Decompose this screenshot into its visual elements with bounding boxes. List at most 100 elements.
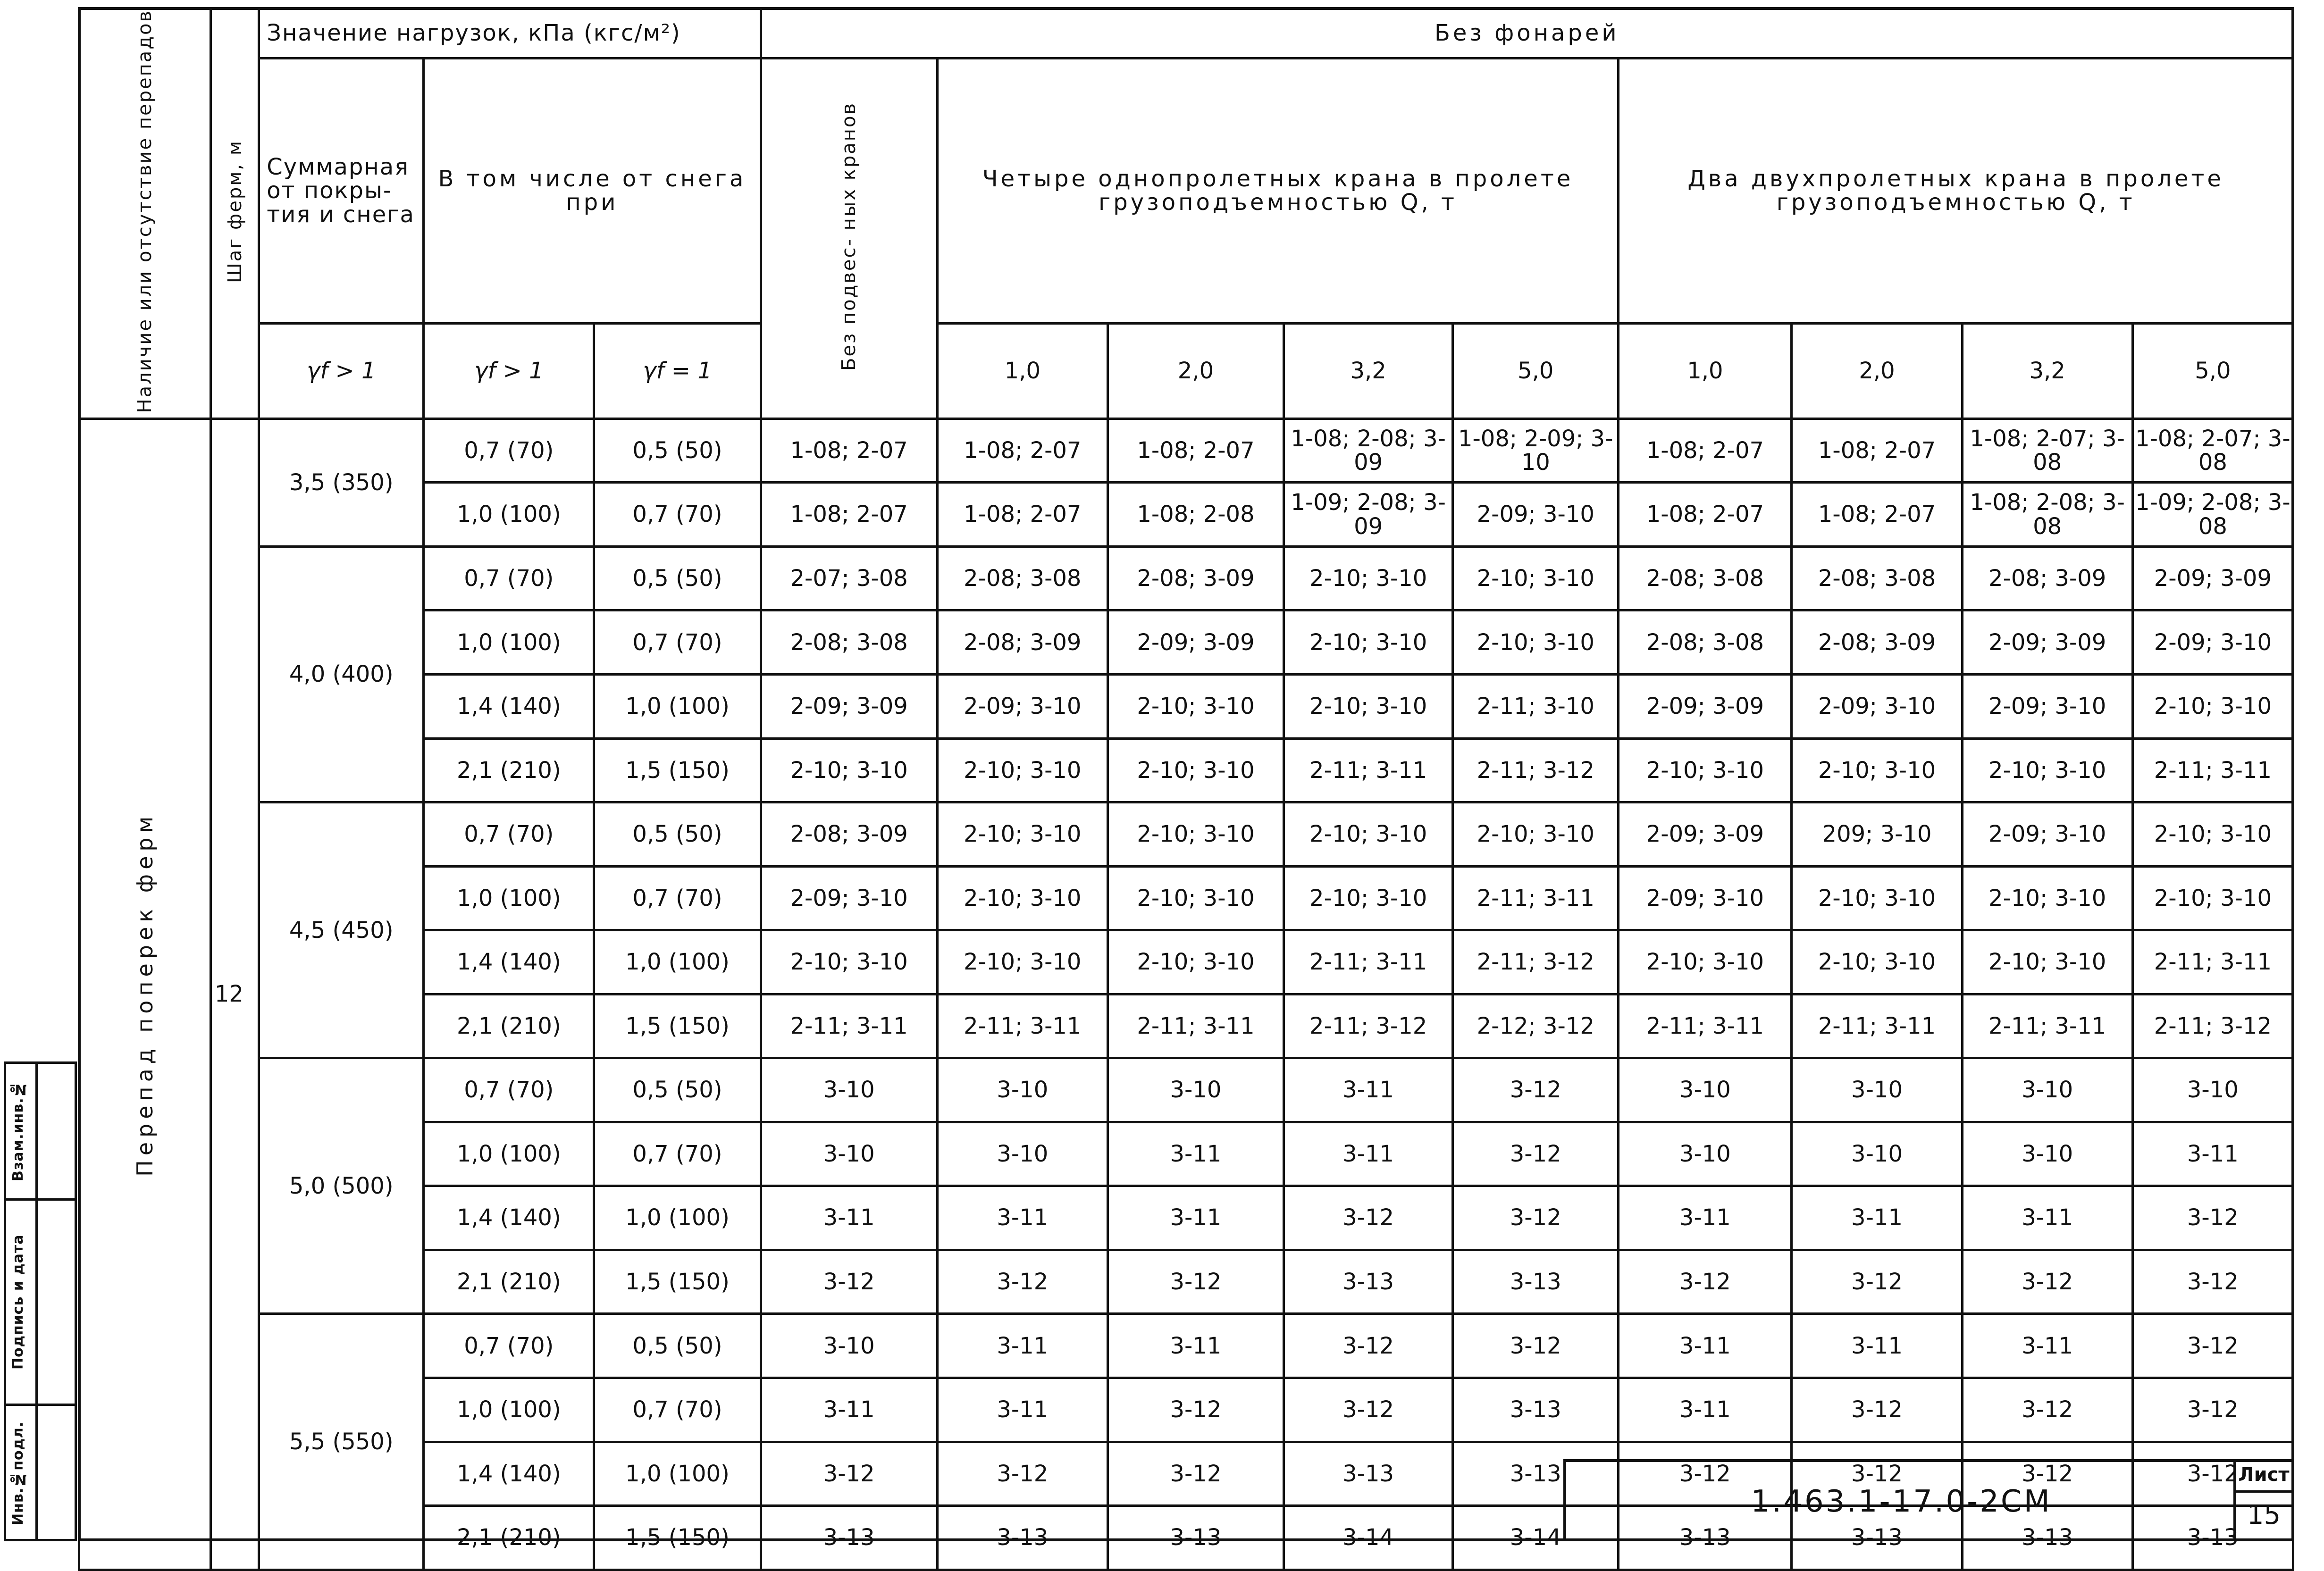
truss-mark-cell: 3-12 [1106, 1377, 1285, 1443]
table-row: 5,5 (550) 0,7 (70) 0,5 (50) 3-10 3-11 3-11 3-1… [79, 1312, 2295, 1571]
table-row: 1,4 (140) 1,0 (100) 2-10; 3-10 2-10; 3-10 2-… [79, 929, 2295, 995]
truss-mark-cell: 2-11; 3-11 [1283, 929, 1454, 995]
truss-mark-cell: 3-11 [1790, 1185, 1963, 1251]
table-row: 4,5 (450) 0,7 (70) 0,5 (50) 2-08; 3-09 2-10;… [79, 801, 2295, 1060]
header-gamma-snow-eq: γf = 1 [593, 322, 762, 420]
capacity-two-3: 5,0 [2131, 322, 2295, 420]
truss-mark-cell: 2-11; 3-12 [2131, 993, 2295, 1060]
drawing-code: 1.463.1-17.0-2СМ [1751, 1484, 2052, 1519]
truss-mark-cell: 1-09; 2-08; 3-08 [2131, 481, 2295, 548]
snow-load-eq: 0,5 (50) [593, 545, 762, 612]
truss-mark-cell: 3-14 [1283, 1504, 1454, 1571]
truss-mark-cell: 2-12; 3-12 [1451, 993, 1620, 1060]
snow-load-eq: 0,5 (50) [593, 417, 762, 484]
sheet-box: Лист 15 [2233, 1462, 2291, 1541]
truss-mark-cell: 2-09; 3-10 [1617, 865, 1793, 932]
truss-mark-cell: 3-12 [2131, 1312, 2295, 1379]
table-row: 4,0 (400) 0,7 (70) 0,5 (50) 2-07; 3-08 2-08;… [79, 545, 2295, 804]
truss-mark-cell: 3-11 [936, 1312, 1109, 1379]
snow-load-gt: 1,0 (100) [422, 1377, 596, 1443]
capacity-four-3: 5,0 [1451, 322, 1620, 420]
truss-mark-cell: 3-12 [1961, 1248, 2134, 1315]
truss-mark-cell: 3-13 [1106, 1504, 1285, 1571]
truss-mark-cell: 3-10 [1617, 1057, 1793, 1123]
total-load: 5,0 (500) [258, 1057, 425, 1315]
truss-mark-cell: 3-11 [2131, 1120, 2295, 1187]
truss-mark-cell: 2-11; 3-11 [1283, 737, 1454, 804]
truss-mark-cell: 3-13 [759, 1504, 939, 1571]
truss-mark-cell: 3-12 [1283, 1312, 1454, 1379]
truss-mark-cell: 3-12 [1451, 1185, 1620, 1251]
truss-mark-cell: 2-10; 3-10 [936, 801, 1109, 868]
header-gamma-total: γf > 1 [258, 322, 425, 420]
truss-mark-cell: 2-09; 3-10 [759, 865, 939, 932]
truss-mark-cell: 2-11; 3-11 [759, 993, 939, 1060]
truss-mark-cell: 3-12 [1283, 1185, 1454, 1251]
truss-mark-cell: 3-11 [1283, 1120, 1454, 1187]
snow-load-gt: 0,7 (70) [422, 1312, 596, 1379]
snow-load-eq: 0,7 (70) [593, 481, 762, 548]
sheet-label: Лист [2238, 1464, 2290, 1486]
truss-mark-cell: 2-10; 3-10 [936, 865, 1109, 932]
truss-mark-cell: 1-08; 2-08; 3-09 [1283, 417, 1454, 484]
snow-load-gt: 2,1 (210) [422, 1248, 596, 1315]
truss-mark-cell: 3-12 [1106, 1440, 1285, 1507]
truss-mark-cell: 3-12 [1617, 1248, 1793, 1315]
truss-mark-cell: 2-08; 3-08 [759, 609, 939, 676]
truss-mark-cell: 2-10; 3-10 [2131, 801, 2295, 868]
truss-mark-cell: 2-10; 3-10 [1283, 673, 1454, 740]
truss-mark-cell: 1-08; 2-07 [1617, 417, 1793, 484]
truss-mark-cell: 2-08; 3-09 [1961, 545, 2134, 612]
side-stamp-inv-podl: Инв.№подл. [10, 1421, 26, 1525]
snow-load-gt: 1,4 (140) [422, 673, 596, 740]
truss-mark-cell: 3-11 [1106, 1120, 1285, 1187]
truss-mark-cell: 2-10; 3-10 [1106, 737, 1285, 804]
snow-load-gt: 0,7 (70) [422, 417, 596, 484]
truss-mark-cell: 2-08; 3-09 [759, 801, 939, 868]
truss-mark-cell: 2-10; 3-10 [1961, 929, 2134, 995]
truss-mark-cell: 3-11 [1961, 1312, 2134, 1379]
header-step: Шаг ферм, м [209, 7, 260, 420]
snow-load-gt: 1,0 (100) [422, 865, 596, 932]
truss-mark-cell: 2-10; 3-10 [1283, 865, 1454, 932]
truss-mark-cell: 3-13 [1451, 1377, 1620, 1443]
table-row: 2,1 (210) 1,5 (150) 2-10; 3-10 2-10; 3-10 2-… [79, 737, 2295, 804]
truss-mark-cell: 1-08; 2-07 [1790, 417, 1963, 484]
truss-mark-cell: 3-12 [1961, 1377, 2134, 1443]
truss-mark-cell: 2-09; 3-10 [1790, 673, 1963, 740]
capacity-four-0: 1,0 [936, 322, 1109, 420]
truss-mark-cell: 1-08; 2-09; 3-10 [1451, 417, 1620, 484]
truss-mark-cell: 209; 3-10 [1790, 801, 1963, 868]
total-load: 5,5 (550) [258, 1312, 425, 1571]
truss-mark-cell: 2-10; 3-10 [1451, 545, 1620, 612]
table-row: 1,0 (100) 0,7 (70) 2-09; 3-10 2-10; 3-10 2-1… [79, 865, 2295, 932]
truss-mark-cell: 3-10 [1617, 1120, 1793, 1187]
truss-mark-cell: 2-09; 3-10 [1961, 801, 2134, 868]
truss-mark-cell: 2-09; 3-09 [759, 673, 939, 740]
truss-mark-cell: 2-09; 3-10 [1451, 481, 1620, 548]
truss-mark-cell: 1-08; 2-07 [1106, 417, 1285, 484]
truss-mark-cell: 3-12 [1283, 1377, 1454, 1443]
total-load: 4,5 (450) [258, 801, 425, 1060]
total-load: 3,5 (350) [258, 417, 425, 548]
truss-mark-cell: 2-10; 3-10 [2131, 865, 2295, 932]
truss-mark-cell: 1-08; 2-07 [759, 417, 939, 484]
truss-mark-cell: 2-09; 3-09 [1617, 801, 1793, 868]
snow-load-eq: 0,5 (50) [593, 1312, 762, 1379]
truss-mark-cell: 3-12 [1451, 1057, 1620, 1123]
truss-mark-cell: 2-10; 3-10 [759, 929, 939, 995]
capacity-two-0: 1,0 [1617, 322, 1793, 420]
snow-load-gt: 1,4 (140) [422, 929, 596, 995]
truss-mark-cell: 3-11 [936, 1377, 1109, 1443]
truss-mark-cell: 3-11 [1106, 1312, 1285, 1379]
truss-mark-cell: 3-10 [1790, 1120, 1963, 1187]
row-label: Перепад поперек ферм [132, 811, 158, 1177]
truss-mark-cell: 2-11; 3-10 [1451, 673, 1620, 740]
truss-mark-cell: 3-12 [759, 1440, 939, 1507]
truss-mark-cell: 3-12 [1790, 1440, 1963, 1507]
truss-mark-cell: 2-08; 3-08 [1617, 545, 1793, 612]
truss-mark-cell: 3-13 [1451, 1248, 1620, 1315]
truss-mark-cell: 3-12 [759, 1248, 939, 1315]
truss-mark-cell: 1-09; 2-08; 3-09 [1283, 481, 1454, 548]
